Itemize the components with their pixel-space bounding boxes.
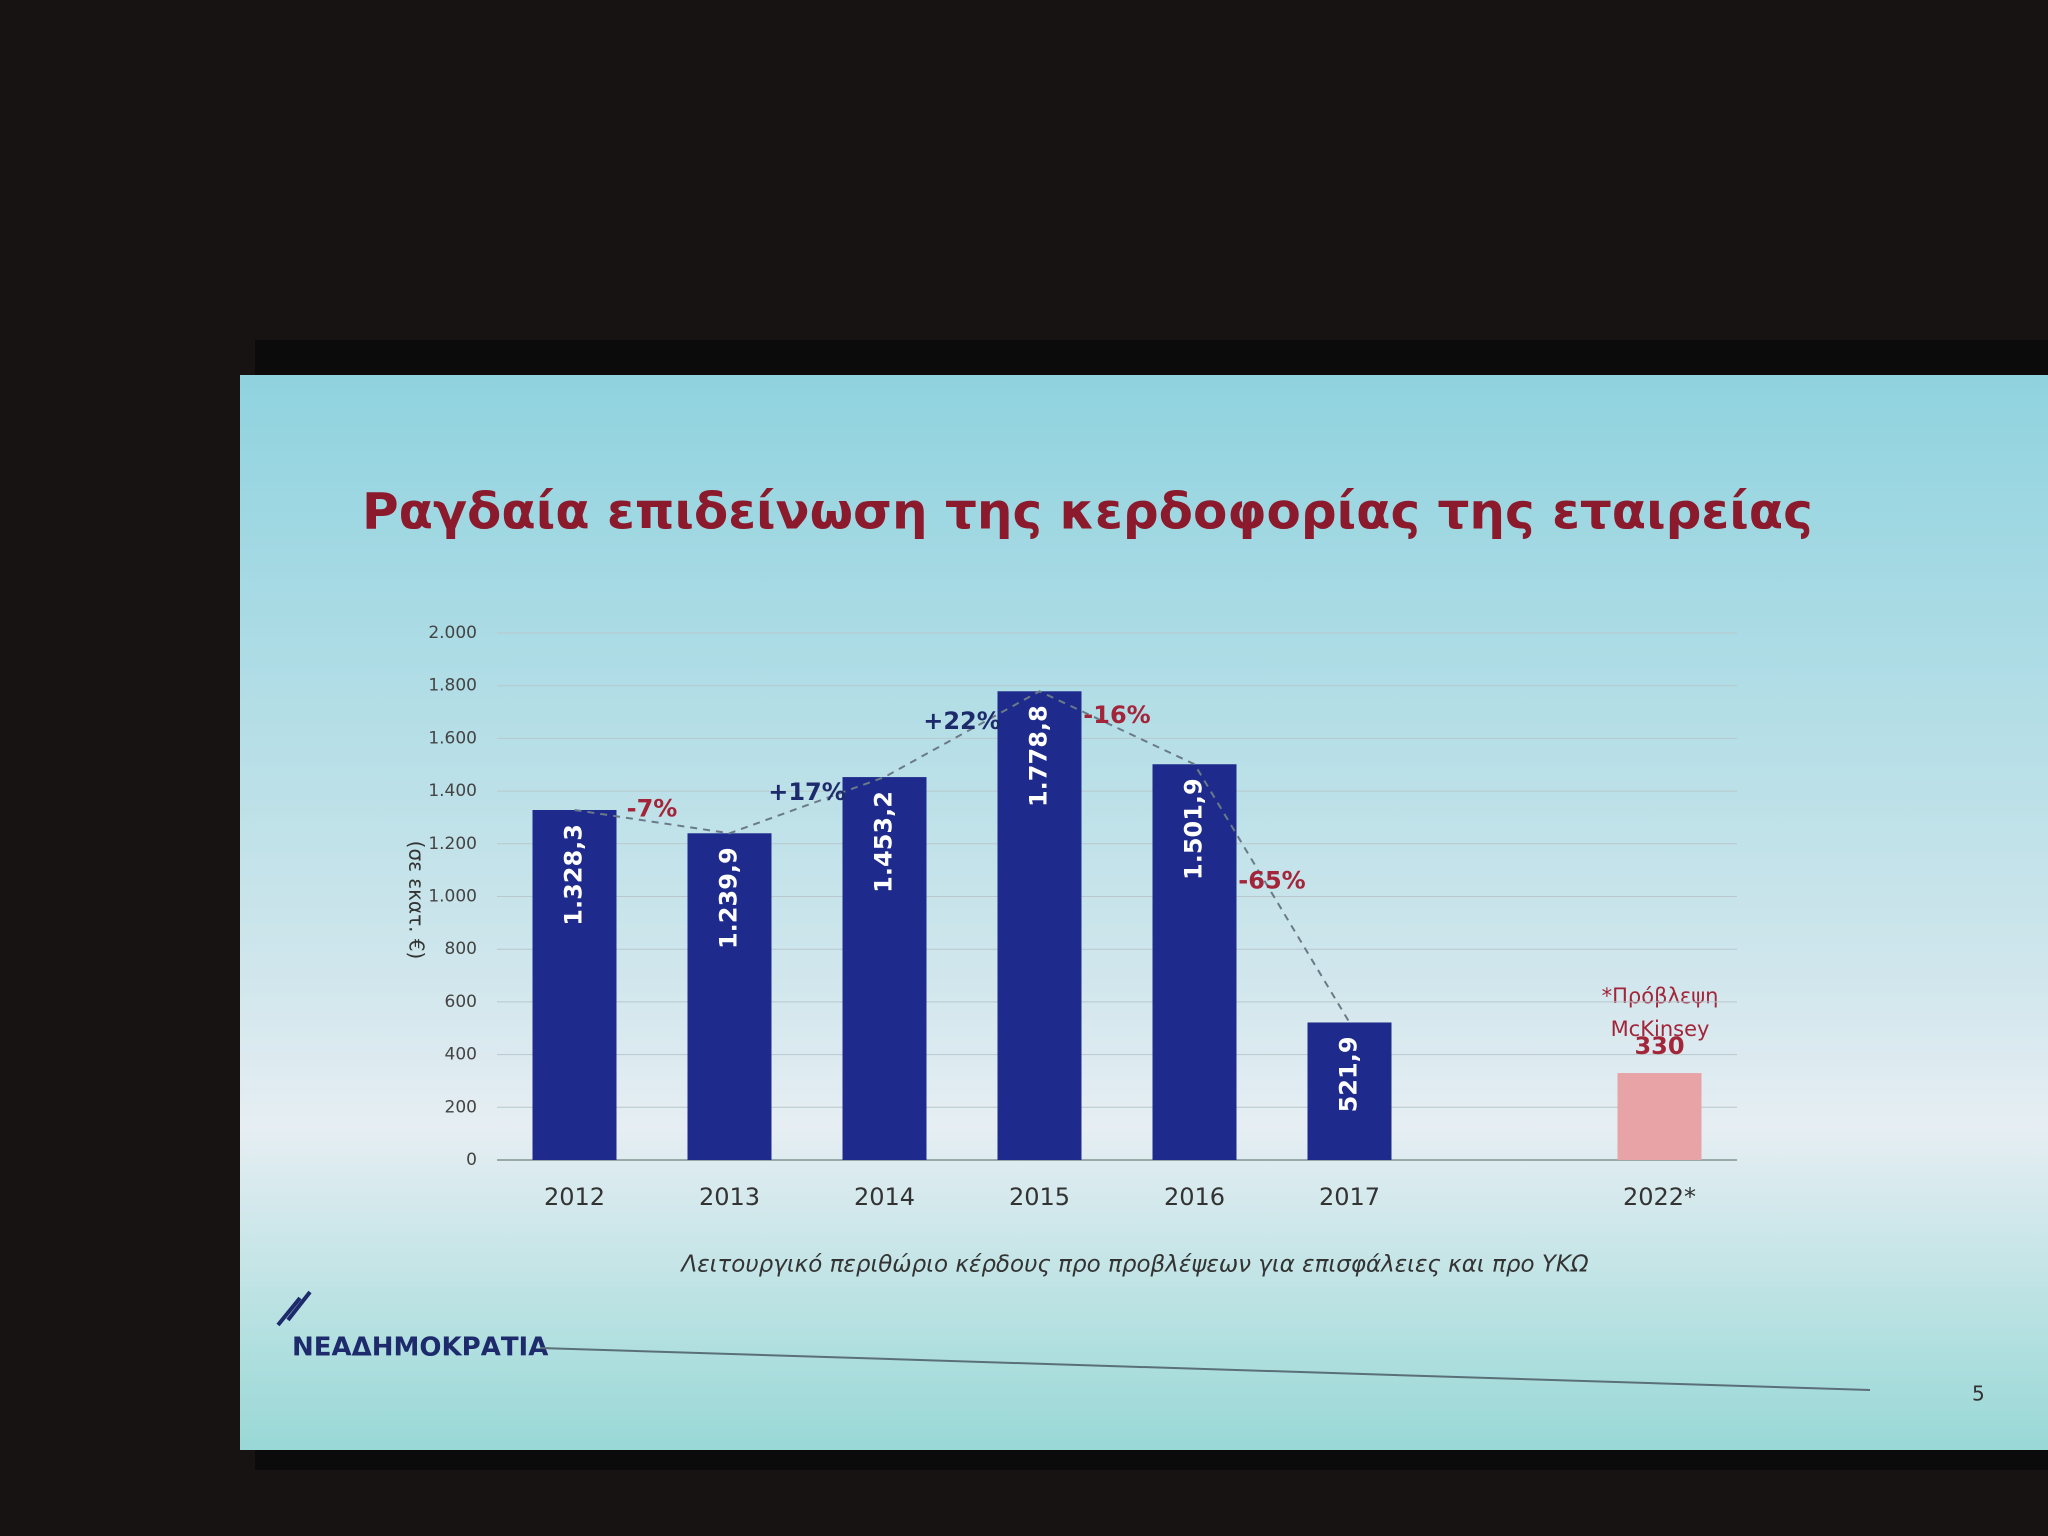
change-label: -7%: [627, 795, 678, 823]
y-tick-label: 2.000: [428, 623, 477, 643]
value-label: 330: [1634, 1032, 1684, 1060]
bar: [997, 691, 1082, 1160]
chart-title: Ραγδαία επιδείνωση της κερδοφορίας της ε…: [362, 483, 1813, 541]
bar: [1617, 1073, 1702, 1160]
x-tick-label: 2014: [854, 1183, 915, 1211]
change-label: -65%: [1238, 866, 1305, 894]
value-label: 521,9: [1335, 1036, 1363, 1112]
bar: [532, 809, 617, 1160]
note-line: McKinsey: [1611, 1017, 1710, 1041]
change-label: +22%: [923, 707, 1001, 735]
bar: [842, 777, 927, 1160]
y-tick-label: 1.400: [428, 781, 477, 801]
value-label: 1.778,8: [1025, 705, 1053, 807]
x-tick-label: 2013: [699, 1183, 760, 1211]
value-label: 1.453,2: [870, 791, 898, 893]
y-tick-label: 800: [445, 939, 477, 959]
change-label: +17%: [768, 778, 846, 806]
value-label: 1.328,3: [560, 824, 588, 926]
value-label: 1.239,9: [715, 847, 743, 949]
bar: [1152, 764, 1237, 1160]
x-tick-label: 2016: [1164, 1183, 1225, 1211]
footer-rule: [539, 1347, 1871, 1391]
y-tick-label: 400: [445, 1045, 477, 1065]
note-line: *Πρόβλεψη: [1602, 984, 1719, 1008]
y-tick-label: 1.200: [428, 834, 477, 854]
value-label: 1.501,9: [1180, 778, 1208, 880]
change-label: -16%: [1083, 701, 1150, 729]
x-tick-label: 2012: [544, 1183, 605, 1211]
x-tick-label: 2022*: [1623, 1183, 1696, 1211]
bar: [1307, 1022, 1392, 1160]
y-tick-label: 1.000: [428, 887, 477, 907]
y-tick-label: 1.800: [428, 676, 477, 696]
x-axis-label: Λειτουργικό περιθώριο κέρδους προ προβλέ…: [679, 1252, 1588, 1278]
y-tick-label: 600: [445, 992, 477, 1012]
logo-mark: [276, 1290, 312, 1327]
logo: ΝΕΑΔΗΜΟΚΡΑΤΙΑ: [292, 1333, 548, 1363]
page-number: 5: [1972, 1382, 1985, 1406]
x-tick-label: 2015: [1009, 1183, 1070, 1211]
y-tick-label: 200: [445, 1097, 477, 1117]
trend-line: [574, 690, 1351, 1023]
y-tick-label: 1.600: [428, 728, 477, 748]
x-tick-label: 2017: [1319, 1183, 1380, 1211]
y-axis-label: (σε εκατ. €): [405, 841, 429, 960]
bar: [687, 833, 772, 1160]
y-tick-label: 0: [466, 1150, 477, 1170]
